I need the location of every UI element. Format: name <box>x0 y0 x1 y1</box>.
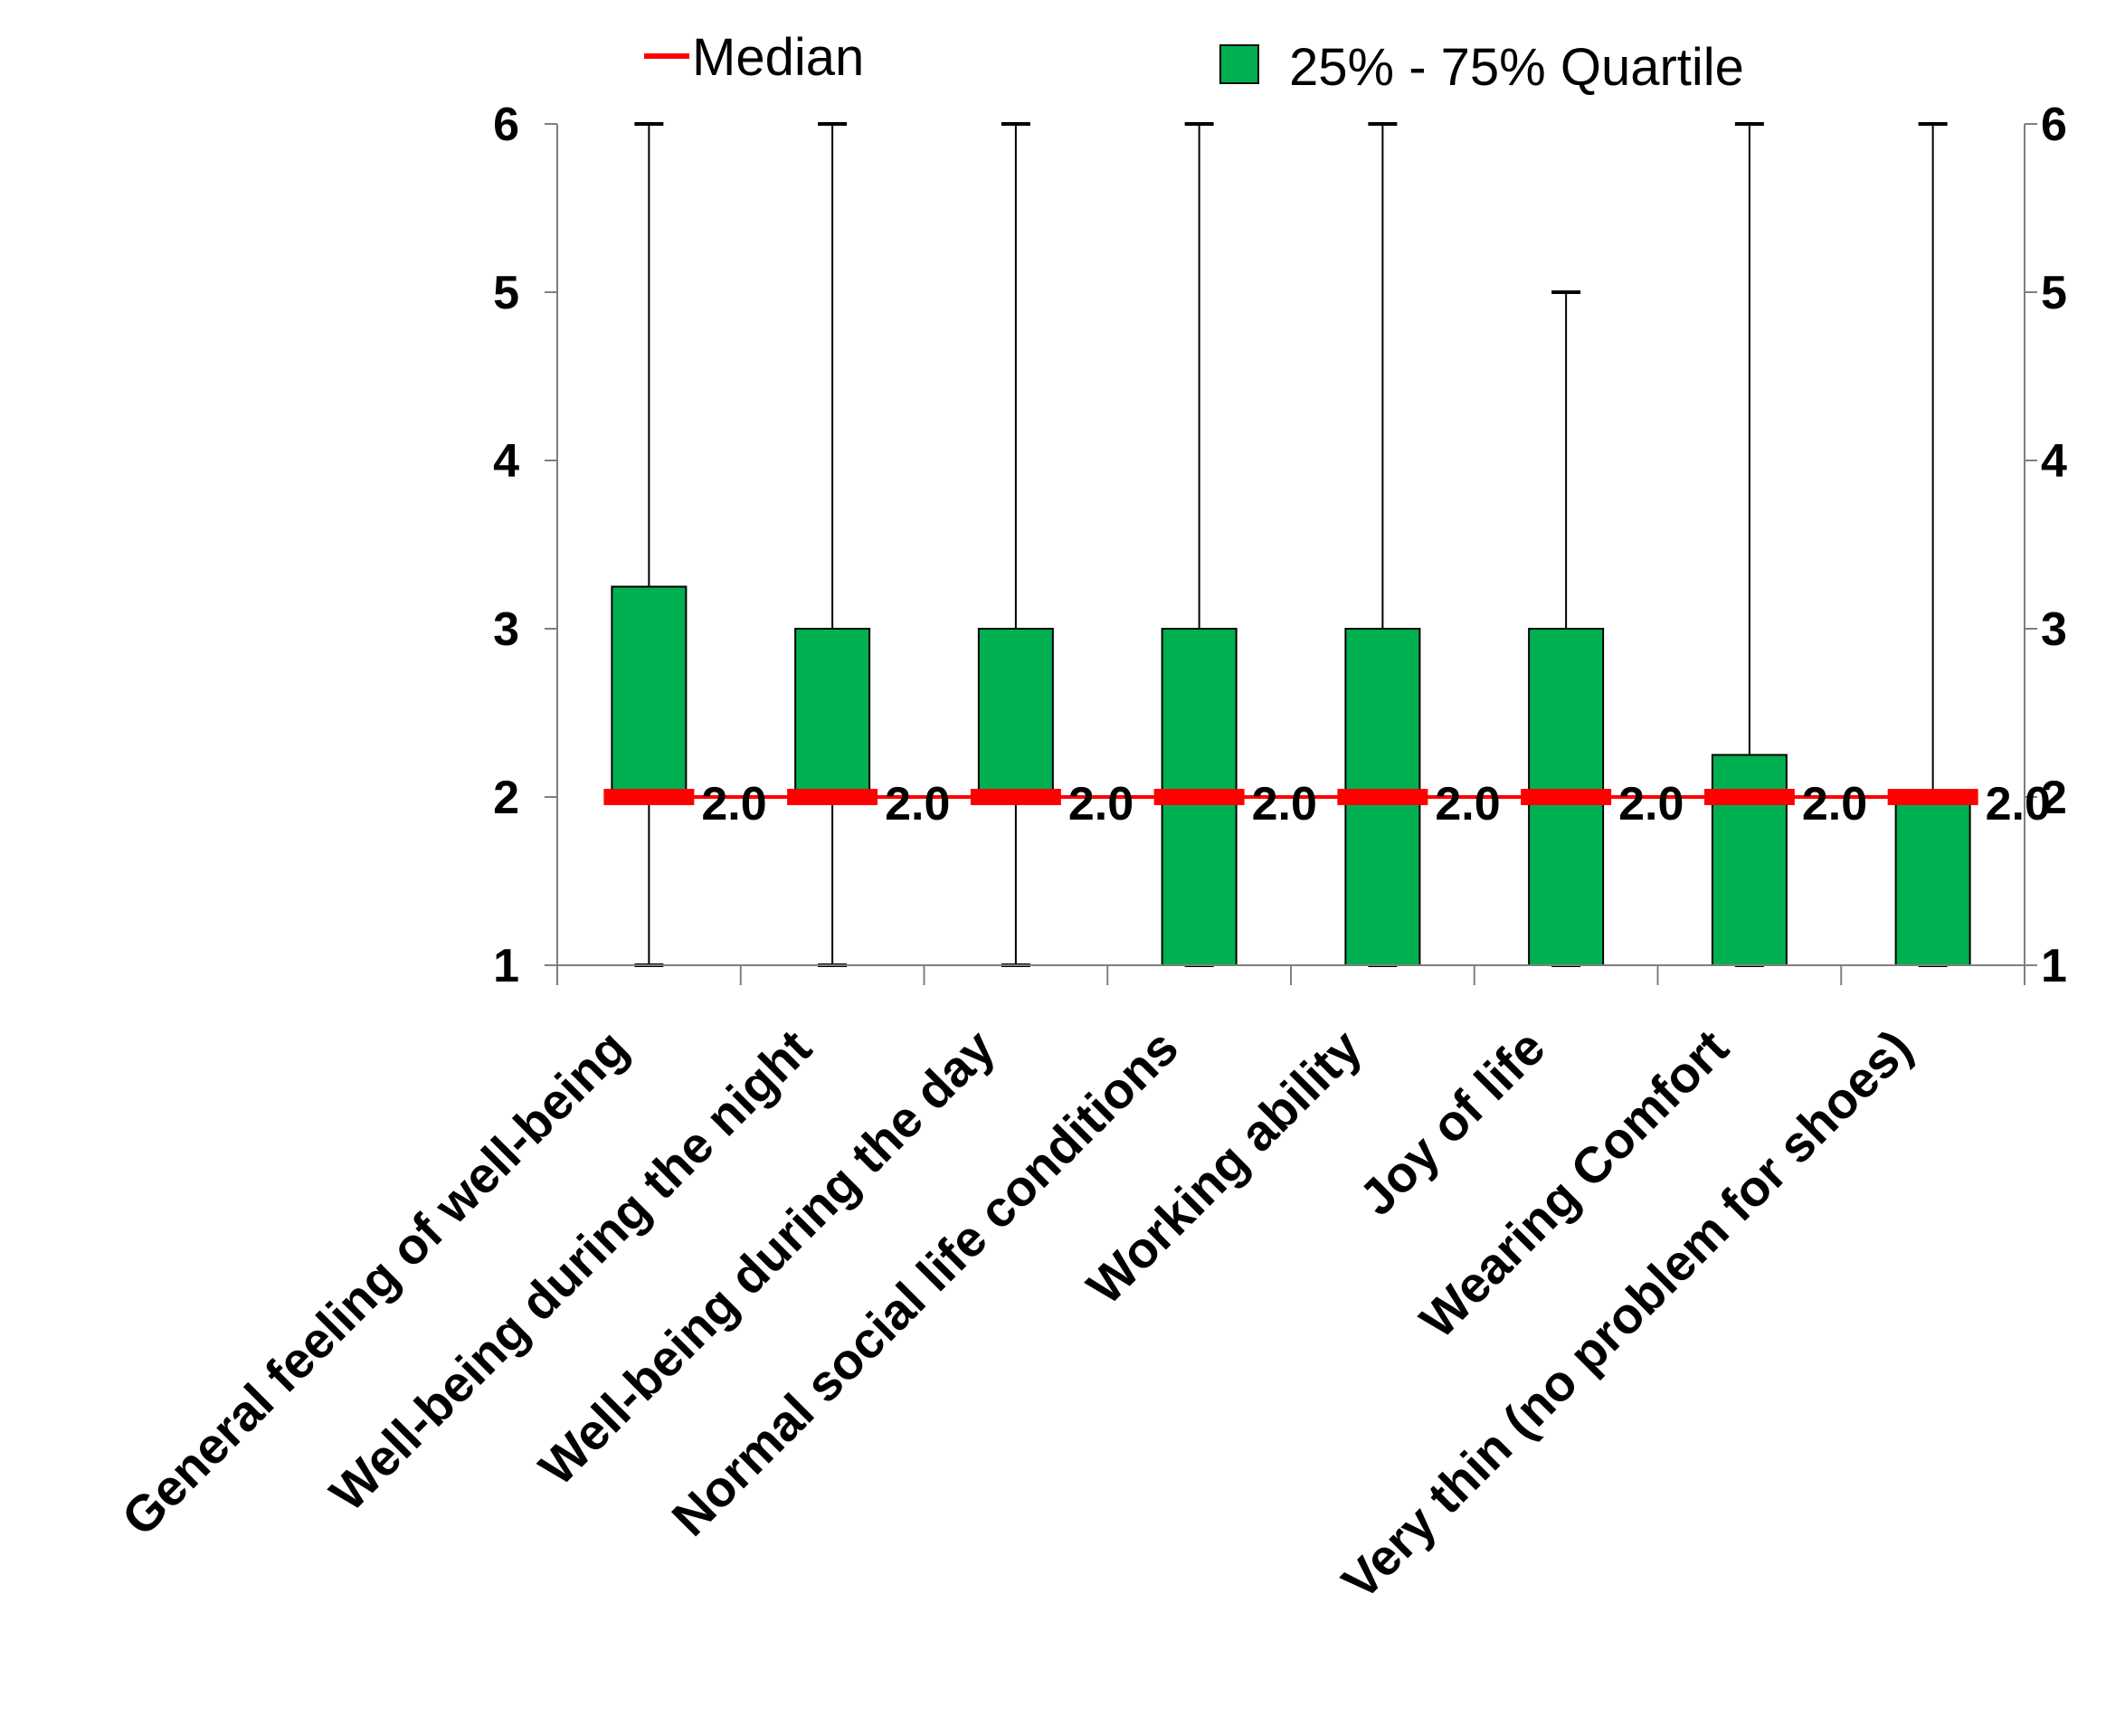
y-axis-right-tick-label: 5 <box>2041 267 2067 319</box>
legend: Median 25% - 75% Quartile <box>644 28 1744 97</box>
y-axis-left-tick-label: 2 <box>493 772 519 824</box>
y-axis-left-tick-label: 1 <box>493 940 519 992</box>
median-value-label: 2.0 <box>885 778 950 830</box>
quartile-box <box>1711 754 1788 966</box>
y-axis-right-tick-label: 1 <box>2041 940 2067 992</box>
median-value-label: 2.0 <box>1435 778 1500 830</box>
quartile-box <box>611 585 688 798</box>
y-axis-left-tick-label: 6 <box>493 99 519 151</box>
y-axis-right-ticks: 1 2 3 4 5 6 <box>2025 99 2067 992</box>
legend-quartile-label: 25% - 75% Quartile <box>1289 38 1744 97</box>
x-axis-category-labels: General feeling of well-beingWell-being … <box>110 1019 1922 1610</box>
y-axis-right-tick-label: 2 <box>2041 772 2067 824</box>
y-axis-left-tick-label: 3 <box>493 603 519 656</box>
quartile-box <box>977 628 1054 798</box>
median-value-label: 2.0 <box>1068 778 1134 830</box>
median-value-label: 2.0 <box>1252 778 1317 830</box>
median-value-label: 2.0 <box>1986 778 2051 830</box>
y-axis-right-tick-label: 3 <box>2041 603 2067 656</box>
axes <box>556 124 2025 985</box>
quartile-boxes <box>611 585 1971 966</box>
x-axis-category-label: Wearing Comfort <box>1409 1019 1739 1349</box>
median-value-label: 2.0 <box>1802 778 1867 830</box>
y-axis-left-tick-label: 4 <box>493 435 519 488</box>
median-value-label: 2.0 <box>701 778 766 830</box>
y-axis-right-tick-label: 4 <box>2041 435 2067 488</box>
quartile-box <box>794 628 871 798</box>
y-axis-left-tick-label: 5 <box>493 267 519 319</box>
median-value-labels: 2.0 2.0 2.0 2.0 2.0 2.0 2.0 2.0 <box>701 778 2051 830</box>
y-axis-right-tick-label: 6 <box>2041 99 2067 151</box>
median-value-label: 2.0 <box>1618 778 1684 830</box>
legend-median-label: Median <box>692 28 864 87</box>
legend-quartile-swatch <box>1219 44 1259 84</box>
y-axis-left-ticks: 1 2 3 4 5 6 <box>493 99 557 992</box>
quartile-box <box>1894 796 1971 966</box>
